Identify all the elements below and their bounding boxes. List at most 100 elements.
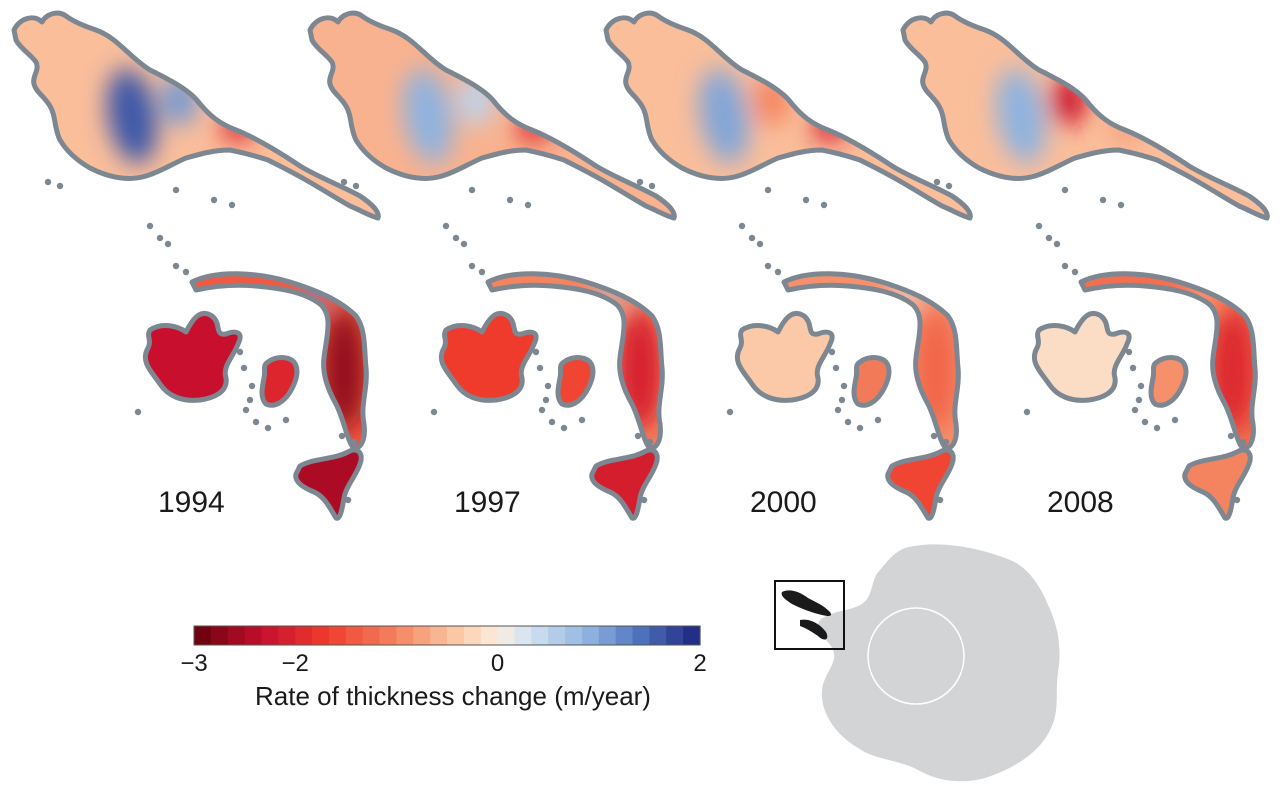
island xyxy=(172,262,180,270)
island xyxy=(1045,234,1053,242)
island xyxy=(542,396,550,404)
island xyxy=(478,268,486,276)
island xyxy=(738,222,746,230)
coastline xyxy=(734,310,835,403)
south-shelf-shelf xyxy=(295,449,362,519)
island xyxy=(802,196,810,204)
island xyxy=(468,186,476,194)
colorbar-cell xyxy=(278,626,296,645)
thickness-anomaly xyxy=(106,68,158,164)
coastline xyxy=(307,10,677,221)
island xyxy=(933,178,941,186)
island xyxy=(210,196,218,204)
colorbar-tick-label: 2 xyxy=(693,650,706,677)
island xyxy=(1061,186,1069,194)
coastline xyxy=(259,355,300,408)
island xyxy=(648,182,656,190)
island xyxy=(468,262,476,270)
island xyxy=(834,406,842,414)
island xyxy=(764,262,772,270)
colorbar-cells xyxy=(194,626,701,645)
west-island-shelf xyxy=(441,313,537,401)
west-island-shelf xyxy=(1034,313,1130,401)
colorbar-ticks: −3 −2 0 2 xyxy=(180,650,706,677)
colorbar-cell xyxy=(565,626,583,645)
colorbar-cell xyxy=(463,626,482,645)
colorbar-cell xyxy=(345,626,364,645)
island xyxy=(764,186,772,194)
west-island-shelf xyxy=(737,313,833,401)
colorbar-cell xyxy=(447,626,465,645)
island xyxy=(350,438,358,446)
island xyxy=(774,268,782,276)
island xyxy=(236,348,244,356)
antarctica-inset-map xyxy=(774,544,1060,782)
colorbar-cell xyxy=(632,626,650,645)
colorbar-cell xyxy=(548,626,566,645)
colorbar-cell xyxy=(598,626,617,645)
island xyxy=(1071,268,1079,276)
coastline xyxy=(485,271,665,450)
island xyxy=(1023,408,1031,416)
colorbar-cell xyxy=(666,626,684,645)
latitude-circle xyxy=(867,607,965,705)
island xyxy=(1171,416,1179,424)
colorbar-cell xyxy=(480,626,499,645)
island xyxy=(578,416,586,424)
island xyxy=(748,234,756,242)
island xyxy=(1053,240,1061,248)
colorbar-cell xyxy=(615,626,634,645)
coastline xyxy=(900,10,1270,221)
island xyxy=(242,406,250,414)
coastline xyxy=(1182,447,1253,521)
island xyxy=(856,424,864,432)
coastline xyxy=(142,310,243,403)
island xyxy=(56,182,64,190)
island xyxy=(1137,382,1145,390)
island xyxy=(1099,196,1107,204)
colorbar-cell xyxy=(312,626,330,645)
map-panel-2008: 2008 xyxy=(900,10,1270,521)
colorbar-cell xyxy=(430,626,448,645)
island xyxy=(874,416,882,424)
coastline xyxy=(438,310,539,403)
colorbar-cell xyxy=(649,626,667,645)
island xyxy=(452,234,460,242)
coastline xyxy=(885,447,956,521)
island xyxy=(930,432,938,440)
island xyxy=(840,382,848,390)
thickness-anomaly xyxy=(698,68,750,164)
map-panels: 1994 1997 2000 2008 xyxy=(11,10,1270,521)
island xyxy=(344,496,352,504)
coastline xyxy=(1148,355,1189,408)
coastline xyxy=(293,447,364,521)
thickness-anomaly xyxy=(995,68,1047,164)
island xyxy=(532,348,540,356)
coastline xyxy=(781,271,961,450)
island xyxy=(1239,438,1247,446)
colorbar-cell xyxy=(497,626,516,645)
island xyxy=(634,432,642,440)
island xyxy=(182,268,190,276)
island xyxy=(156,234,164,242)
south-shelf-shelf xyxy=(887,449,954,519)
island xyxy=(1233,496,1241,504)
colorbar-cell xyxy=(683,626,701,645)
island xyxy=(352,182,360,190)
island xyxy=(1125,348,1133,356)
colorbar-cell xyxy=(210,626,229,645)
south-shelf-shelf xyxy=(591,449,658,519)
island xyxy=(506,196,514,204)
island xyxy=(442,222,450,230)
coastline xyxy=(851,355,892,408)
island xyxy=(252,418,260,426)
island xyxy=(756,240,764,248)
colorbar-tick-label: 0 xyxy=(491,650,504,677)
island xyxy=(838,396,846,404)
year-label: 1997 xyxy=(454,486,521,519)
colorbar: −3 −2 0 2 Rate of thickness change (m/year) xyxy=(180,625,707,711)
island xyxy=(248,382,256,390)
island xyxy=(844,418,852,426)
island xyxy=(164,240,172,248)
